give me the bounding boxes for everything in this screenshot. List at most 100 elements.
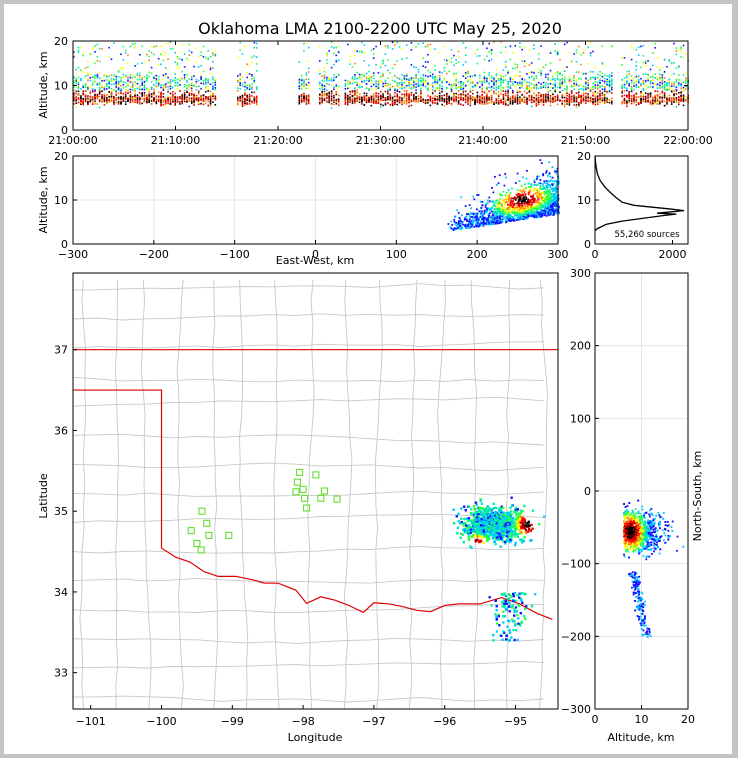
time-source <box>413 80 415 82</box>
time-source <box>611 72 613 74</box>
time-source <box>626 96 628 98</box>
time-source <box>354 74 356 76</box>
time-source <box>405 92 408 95</box>
time-source <box>370 99 373 101</box>
time-source <box>82 101 84 104</box>
time-source <box>244 102 246 105</box>
time-source <box>106 102 108 104</box>
time-source <box>127 100 129 102</box>
time-source <box>330 84 333 86</box>
time-source <box>214 87 217 89</box>
ew-source <box>530 185 533 187</box>
time-source <box>540 95 542 98</box>
time-source <box>556 77 559 80</box>
time-source <box>578 85 580 87</box>
time-source <box>570 95 573 98</box>
ew-source <box>491 218 494 221</box>
time-source <box>209 55 212 58</box>
ew-source <box>539 204 541 206</box>
time-source <box>443 67 446 69</box>
time-source <box>594 85 597 88</box>
time-source <box>507 70 509 73</box>
time-source <box>483 100 486 103</box>
time-source <box>335 59 338 62</box>
time-source <box>330 41 333 43</box>
time-source <box>549 62 552 65</box>
time-source <box>453 96 455 99</box>
time-source <box>120 100 122 103</box>
time-source <box>146 74 148 77</box>
time-source <box>488 97 490 100</box>
time-source <box>549 86 552 88</box>
time-source <box>580 84 582 87</box>
ew-source <box>554 169 556 172</box>
time-source <box>375 85 377 88</box>
time-source <box>307 96 310 98</box>
time-source <box>146 99 148 102</box>
time-source <box>202 98 205 100</box>
time-source <box>533 75 535 78</box>
time-source <box>241 101 244 103</box>
time-source <box>652 76 654 78</box>
time-source <box>635 92 638 95</box>
time-source <box>146 95 148 97</box>
time-source <box>207 90 209 92</box>
time-source <box>497 94 500 96</box>
ew-source <box>536 205 539 208</box>
time-source <box>136 96 139 99</box>
time-source <box>429 100 432 102</box>
ew-source <box>492 200 495 203</box>
time-source <box>172 86 174 89</box>
time-source <box>134 42 136 45</box>
time-source <box>375 96 377 98</box>
time-source <box>405 97 408 99</box>
time-source <box>398 101 401 104</box>
time-source <box>110 89 113 91</box>
time-source <box>396 60 399 62</box>
time-source <box>526 62 528 65</box>
time-source <box>241 83 244 85</box>
time-source <box>675 105 678 108</box>
time-source <box>77 76 80 79</box>
time-source <box>554 89 556 92</box>
time-source <box>417 68 420 71</box>
ew-source <box>509 214 511 216</box>
time-source <box>408 83 410 85</box>
time-source <box>540 99 542 101</box>
time-source <box>157 64 160 66</box>
time-source <box>239 82 241 84</box>
time-source <box>540 83 542 85</box>
time-source <box>80 102 82 104</box>
time-source <box>164 85 167 87</box>
time-source <box>303 95 305 97</box>
time-source <box>474 52 476 55</box>
time-source <box>464 90 467 93</box>
time-source <box>155 97 158 100</box>
time-source <box>413 84 415 86</box>
time-source <box>344 96 347 99</box>
time-source <box>365 75 368 78</box>
time-source <box>642 98 645 100</box>
time-source <box>514 99 516 102</box>
time-source <box>110 96 113 99</box>
time-source <box>663 105 666 107</box>
time-source <box>153 92 155 95</box>
time-source <box>500 75 502 78</box>
time-source <box>326 83 328 86</box>
time-source <box>251 61 253 64</box>
ew-source <box>543 197 546 200</box>
time-source <box>127 54 129 56</box>
time-source <box>630 96 633 98</box>
time-source <box>424 61 427 63</box>
time-source <box>108 56 110 58</box>
time-source <box>481 101 483 104</box>
time-source <box>146 80 148 82</box>
time-source <box>464 54 467 56</box>
time-source <box>181 102 183 105</box>
time-source <box>174 97 176 99</box>
time-source <box>89 79 92 82</box>
time-source <box>110 100 113 103</box>
time-source <box>637 86 640 89</box>
time-source <box>122 45 125 48</box>
time-source <box>528 81 531 84</box>
